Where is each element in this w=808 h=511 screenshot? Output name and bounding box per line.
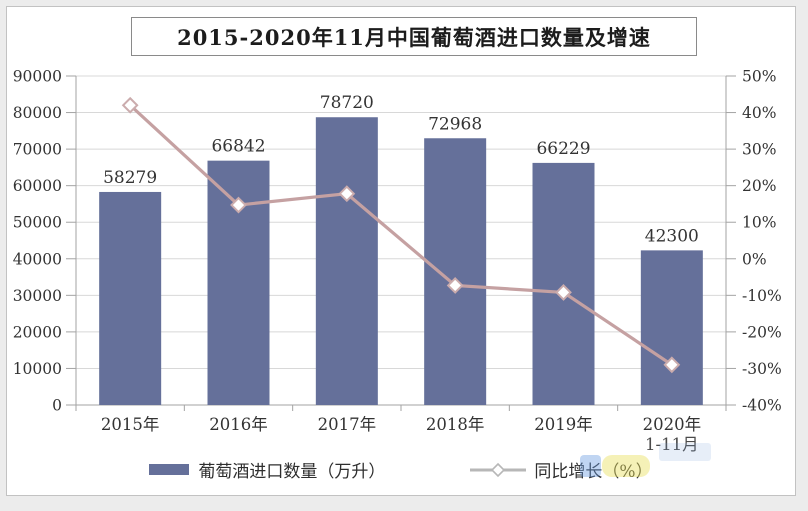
left-axis-tick-label: 30000 — [13, 287, 62, 305]
x-axis-sublabel: 1-11月 — [645, 435, 699, 454]
left-axis-tick-label: 80000 — [13, 104, 62, 122]
bar-2019年 — [532, 162, 595, 405]
left-axis-tick-label: 10000 — [13, 360, 62, 378]
bar-value-label: 66842 — [211, 137, 265, 157]
right-axis-tick-label: 50% — [742, 68, 776, 86]
legend: 葡萄酒进口数量（万升） 同比增长（%） — [7, 455, 795, 482]
bar-value-label: 42300 — [645, 226, 699, 246]
left-axis-tick-label: 70000 — [13, 141, 62, 159]
right-axis-tick-label: 0% — [742, 250, 767, 268]
chart-card: 2015-2020年11月中国葡萄酒进口数量及增速 90000 50% 80000 4… — [6, 6, 796, 496]
growth-marker-2015年 — [121, 96, 139, 114]
bar-value-label: 78720 — [320, 93, 374, 113]
bar-2018年 — [424, 138, 487, 405]
growth-marker-2016年 — [230, 196, 247, 214]
bar-value-label: 72968 — [428, 114, 482, 134]
left-axis-tick-label: 0 — [52, 397, 62, 415]
bar-2015年 — [99, 191, 162, 405]
right-axis-tick-label: -20% — [742, 323, 782, 341]
left-axis-tick-label: 90000 — [13, 68, 62, 86]
bar-series-swatch — [149, 464, 190, 475]
x-axis-label: 2018年 — [426, 415, 485, 434]
x-axis-label: 2020年 — [643, 415, 702, 434]
left-axis-tick-label: 40000 — [13, 250, 62, 268]
line-series-swatch — [470, 462, 527, 477]
bar-2020年 — [640, 250, 703, 405]
legend-item-growth: 同比增长（%） — [469, 455, 653, 482]
bar-value-label: 58279 — [103, 168, 157, 188]
legend-item-imports: 葡萄酒进口数量（万升） — [149, 457, 385, 482]
right-axis-tick-label: -40% — [742, 397, 782, 415]
right-axis-tick-label: 40% — [742, 104, 776, 122]
left-axis-tick-label: 60000 — [13, 177, 62, 195]
legend-label-growth: 同比增长（%） — [534, 462, 653, 482]
left-axis-tick-label: 50000 — [13, 214, 62, 232]
x-axis-label: 2015年 — [101, 415, 160, 434]
bar-2017年 — [315, 117, 378, 405]
bar-value-label: 66229 — [536, 139, 590, 159]
right-axis-tick-label: -10% — [742, 287, 782, 305]
growth-marker-2020年 — [663, 356, 681, 374]
right-axis-tick-label: 20% — [742, 177, 776, 195]
growth-marker-2017年 — [338, 185, 356, 203]
chart-plot-area: 90000 50% 80000 40% 70000 30% 60000 20% 50000 10%… — [13, 68, 782, 455]
growth-marker-2019年 — [555, 283, 572, 301]
x-axis-label: 2017年 — [318, 415, 377, 434]
x-axis-label: 2016年 — [209, 415, 268, 434]
legend-label-imports: 葡萄酒进口数量（万升） — [198, 462, 386, 482]
right-axis-tick-label: 10% — [742, 214, 776, 232]
growth-marker-2018年 — [446, 277, 464, 294]
chart-title: 2015-2020年11月中国葡萄酒进口数量及增速 — [131, 17, 697, 56]
growth-line — [129, 104, 673, 367]
left-axis-tick-label: 20000 — [13, 323, 62, 341]
right-axis-tick-label: 30% — [742, 141, 776, 159]
x-axis-label: 2019年 — [534, 415, 593, 434]
right-axis-tick-label: -30% — [742, 360, 782, 378]
